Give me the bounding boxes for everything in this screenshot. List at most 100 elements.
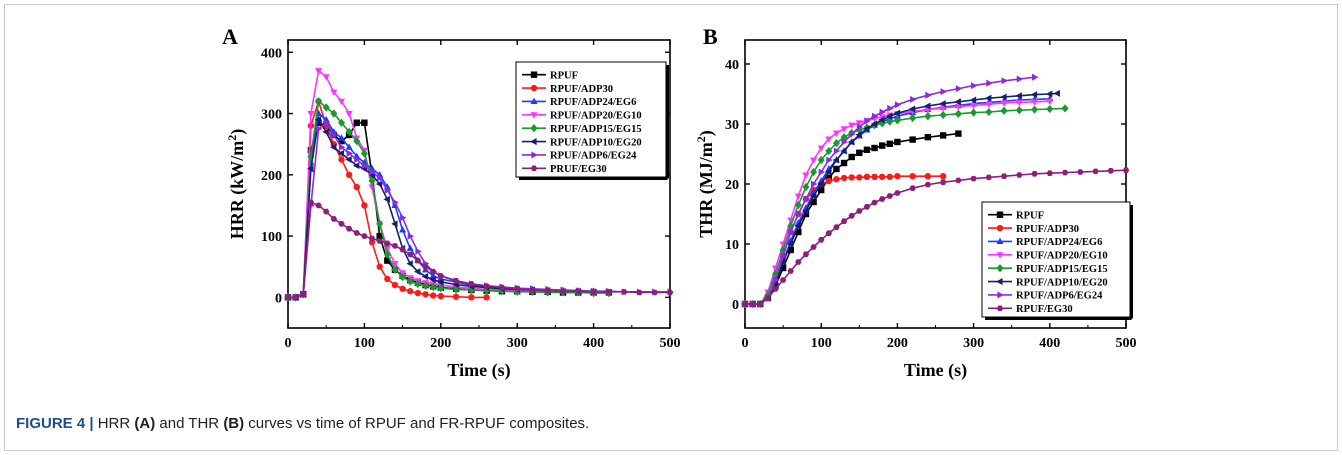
figure-frame [4,4,1338,451]
legend-label: RPUF/EG30 [1016,304,1073,315]
data-point [871,199,878,206]
data-point [840,218,848,224]
data-point [924,134,932,141]
data-point [414,268,421,276]
data-point [825,146,833,156]
data-point [909,185,916,191]
legend-label: RPUF/ADP10/EG20 [550,137,642,148]
data-point [825,177,833,185]
data-point [886,117,894,126]
legend-item: RPUF/ADP24/EG6 [522,97,636,108]
data-point [338,143,346,151]
x-tick-label: 400 [583,336,604,351]
data-point [786,240,794,248]
data-point [924,173,932,180]
data-point [315,97,323,106]
data-point [818,168,826,176]
legend: RPUF RPUF/ADP30 RPUF/ADP24/EG6 RPUF/ADP20/E… [981,201,1133,320]
data-point [878,114,886,121]
data-point [802,182,810,192]
legend-marker [996,305,1004,312]
data-point [383,250,391,259]
data-point [1045,90,1053,98]
data-point [1032,73,1039,81]
data-point [863,125,870,133]
data-point [939,132,947,139]
legend-label: RPUF/ADP20/EG10 [550,111,642,122]
data-point [863,146,871,153]
data-point [757,301,764,307]
x-tick-label: 300 [507,336,528,351]
data-point [1031,105,1039,114]
data-point [452,278,460,284]
legend-label: RPUF/ADP10/EG20 [1016,277,1108,288]
data-point [307,110,315,118]
data-point [1122,167,1130,173]
data-point [406,277,414,286]
data-point [353,119,360,126]
figure-caption-text-1: HRR [93,415,135,432]
data-point [863,204,871,210]
legend-label: RPUF [550,70,578,81]
data-point [825,136,833,143]
data-point [368,176,376,186]
data-point [794,193,802,200]
chart-panel-b: B 0 100 200 300 400 500 0 10 20 30 40 Time (s) THR (M… [694,24,1137,381]
data-point [1077,169,1084,175]
data-point [407,288,414,295]
data-point [795,259,802,265]
data-point [939,179,947,185]
data-point [307,199,315,206]
legend-label: RPUF/ADP15/EG15 [550,124,642,135]
data-point [802,172,810,179]
data-point [337,98,345,106]
data-point [369,168,376,176]
data-point [575,288,582,295]
data-point [848,174,855,181]
data-point [452,285,460,294]
data-point [833,165,840,173]
data-point [924,102,931,110]
data-point [970,175,977,182]
data-point [887,104,894,112]
data-point [391,243,399,249]
data-point [924,112,932,121]
data-point [437,273,444,279]
data-point [871,173,878,180]
data-point [878,142,886,149]
data-point [985,107,993,117]
data-point [1107,168,1114,174]
x-axis-label: Time (s) [904,360,967,381]
data-point [848,153,855,161]
legend-label: RPUF/ADP30 [550,84,613,95]
y-tick-label: 200 [261,169,282,184]
data-point [802,207,809,215]
data-point [863,173,871,180]
data-point [314,116,322,124]
data-point [376,238,383,244]
y-tick-label: 20 [725,178,739,193]
figure-caption-part-a: (A) [134,415,156,432]
data-point [795,228,802,236]
legend-item: RPUF/ADP10/EG20 [522,137,642,148]
data-point [847,138,855,146]
data-point [345,143,353,150]
data-point [422,291,429,298]
data-point [338,137,345,145]
data-point [802,210,810,218]
data-point [1015,106,1023,115]
data-point [955,85,963,93]
data-point [841,138,848,146]
data-point [971,82,978,90]
data-point [399,285,406,292]
data-point [338,156,345,163]
data-point [803,195,810,203]
data-point [848,213,855,219]
data-point [1046,104,1054,114]
data-point [840,174,848,182]
data-point [361,162,369,170]
data-point [377,174,384,182]
data-point [787,246,794,254]
figure-caption-label: FIGURE 4 | [16,415,94,432]
data-point [779,264,787,272]
